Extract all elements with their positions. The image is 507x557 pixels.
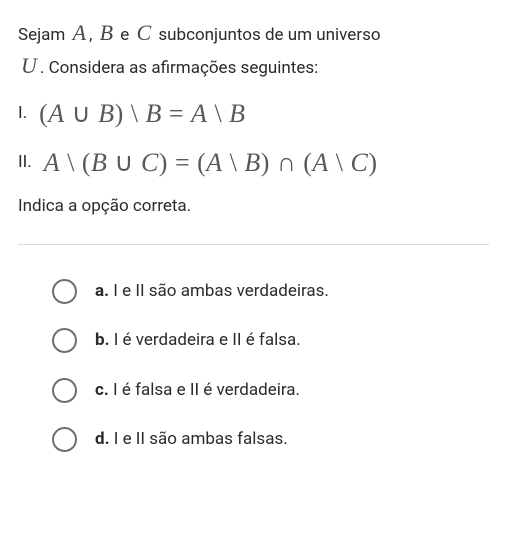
- statement-math: (A ∪ B) \ B = A \ B: [39, 94, 245, 133]
- intro-text: Sejam: [18, 25, 70, 45]
- option-b[interactable]: b. I é verdadeira e II é falsa.: [52, 328, 489, 354]
- statement-label: II.: [18, 150, 32, 176]
- option-text: c. I é falsa e II é verdadeira.: [95, 378, 300, 404]
- intro-text: . Considera as afirmações seguintes:: [40, 58, 318, 78]
- option-body: I e II são ambas verdadeiras.: [109, 281, 329, 301]
- option-body: I é falsa e II é verdadeira.: [109, 380, 300, 400]
- radio-icon: [52, 427, 77, 452]
- option-text: a. I e II são ambas verdadeiras.: [95, 279, 329, 305]
- option-text: b. I é verdadeira e II é falsa.: [95, 328, 301, 354]
- option-d[interactable]: d. I e II são ambas falsas.: [52, 427, 489, 453]
- option-label: a.: [95, 281, 109, 301]
- var-a: A: [70, 20, 89, 45]
- option-label: d.: [95, 429, 110, 449]
- question-stem: Sejam A, B e C subconjuntos de um univer…: [18, 16, 489, 82]
- radio-icon: [52, 378, 77, 403]
- prompt-text: Indica a opção correta.: [18, 194, 489, 220]
- option-body: I e II são ambas falsas.: [110, 429, 288, 449]
- statement-1: I. (A ∪ B) \ B = A \ B: [18, 94, 489, 133]
- options-group: a. I e II são ambas verdadeiras. b. I é …: [18, 279, 489, 453]
- statements-block: I. (A ∪ B) \ B = A \ B II. A \ (B ∪ C) =…: [18, 94, 489, 182]
- var-b: B: [97, 20, 116, 45]
- option-label: c.: [95, 380, 109, 400]
- intro-text: subconjuntos de um universo: [154, 25, 380, 45]
- statement-label: I.: [18, 101, 27, 127]
- option-c[interactable]: c. I é falsa e II é verdadeira.: [52, 378, 489, 404]
- radio-icon: [52, 328, 77, 353]
- option-a[interactable]: a. I e II são ambas verdadeiras.: [52, 279, 489, 305]
- var-c: C: [133, 20, 154, 45]
- option-text: d. I e II são ambas falsas.: [95, 427, 288, 453]
- option-body: I é verdadeira e II é falsa.: [110, 330, 301, 350]
- statement-2: II. A \ (B ∪ C) = (A \ B) ∩ (A \ C): [18, 143, 489, 182]
- option-label: b.: [95, 330, 110, 350]
- var-u: U: [18, 53, 40, 78]
- intro-text: ,: [89, 25, 97, 45]
- intro-text: e: [116, 25, 133, 45]
- statement-math: A \ (B ∪ C) = (A \ B) ∩ (A \ C): [44, 143, 378, 182]
- radio-icon: [52, 279, 77, 304]
- divider: [18, 244, 489, 245]
